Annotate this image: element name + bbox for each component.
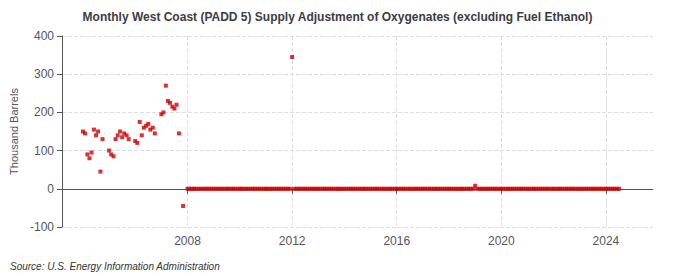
svg-text:2024: 2024 — [593, 234, 620, 248]
svg-text:2012: 2012 — [279, 234, 306, 248]
svg-text:300: 300 — [34, 67, 54, 81]
svg-text:2020: 2020 — [488, 234, 515, 248]
svg-text:Thousand Barrels: Thousand Barrels — [8, 88, 20, 175]
svg-text:2016: 2016 — [383, 234, 410, 248]
svg-text:100: 100 — [34, 144, 54, 158]
svg-text:200: 200 — [34, 105, 54, 119]
svg-text:-100: -100 — [30, 220, 54, 234]
svg-text:400: 400 — [34, 29, 54, 43]
svg-text:0: 0 — [47, 182, 54, 196]
svg-text:Monthly West Coast (PADD 5) Su: Monthly West Coast (PADD 5) Supply Adjus… — [83, 10, 593, 24]
svg-text:Source: U.S. Energy Informatio: Source: U.S. Energy Information Administ… — [10, 261, 220, 272]
svg-text:2008: 2008 — [174, 234, 201, 248]
